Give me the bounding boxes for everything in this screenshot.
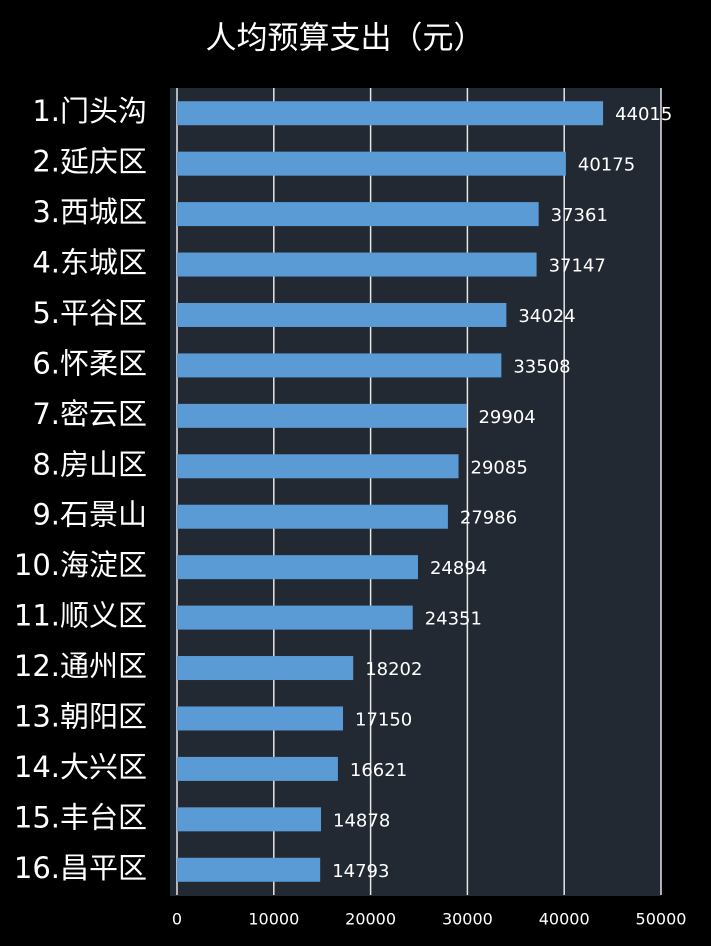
bar [177,353,502,378]
category-label: 6.怀柔区 [32,346,147,380]
chart-title: 人均预算支出（元） [206,21,485,57]
bar [177,504,448,529]
category-label: 9.石景山 [32,498,147,532]
x-tick-label: 10000 [248,910,299,929]
value-label: 33508 [513,356,570,377]
bar [177,605,413,630]
value-label: 44015 [615,104,672,125]
category-label: 13.朝阳区 [14,699,147,733]
value-label: 24351 [425,609,482,630]
bar [177,403,467,428]
value-label: 24894 [430,558,487,579]
x-tick-label: 30000 [442,910,493,929]
bar [177,555,418,580]
value-label: 14878 [333,810,390,831]
category-label: 15.丰台区 [14,800,147,834]
value-label: 37361 [551,205,608,226]
bar [177,202,539,227]
bar [177,454,459,479]
category-label: 2.延庆区 [32,145,147,179]
bar [177,807,322,832]
value-label: 34024 [518,306,575,327]
category-label: 12.通州区 [14,649,147,683]
bar [177,252,537,277]
category-label: 5.平谷区 [32,296,147,330]
value-label: 29904 [478,407,535,428]
bar [177,756,338,781]
value-label: 14793 [332,861,389,882]
value-label: 27986 [460,508,517,529]
category-label: 7.密云区 [32,397,147,431]
bar [177,857,321,882]
x-tick-label: 20000 [345,910,396,929]
value-label: 29085 [471,457,528,478]
x-tick-label: 50000 [636,910,687,929]
value-label: 37147 [549,256,606,277]
category-label: 11.顺义区 [14,599,147,633]
category-label: 3.西城区 [32,195,147,229]
category-label: 10.海淀区 [14,548,147,582]
bar [177,101,604,126]
category-label: 16.昌平区 [14,851,147,885]
x-tick-label: 40000 [539,910,590,929]
bar [177,151,566,176]
category-label: 4.东城区 [32,246,147,280]
bar [177,706,344,731]
value-label: 18202 [365,659,422,680]
bar [177,302,507,327]
category-label: 1.门头沟 [32,94,147,128]
value-label: 17150 [355,709,412,730]
value-label: 40175 [578,155,635,176]
bar [177,656,354,681]
value-label: 16621 [350,760,407,781]
x-tick-label: 0 [172,910,182,929]
category-label: 14.大兴区 [14,750,147,784]
category-label: 8.房山区 [32,447,147,481]
